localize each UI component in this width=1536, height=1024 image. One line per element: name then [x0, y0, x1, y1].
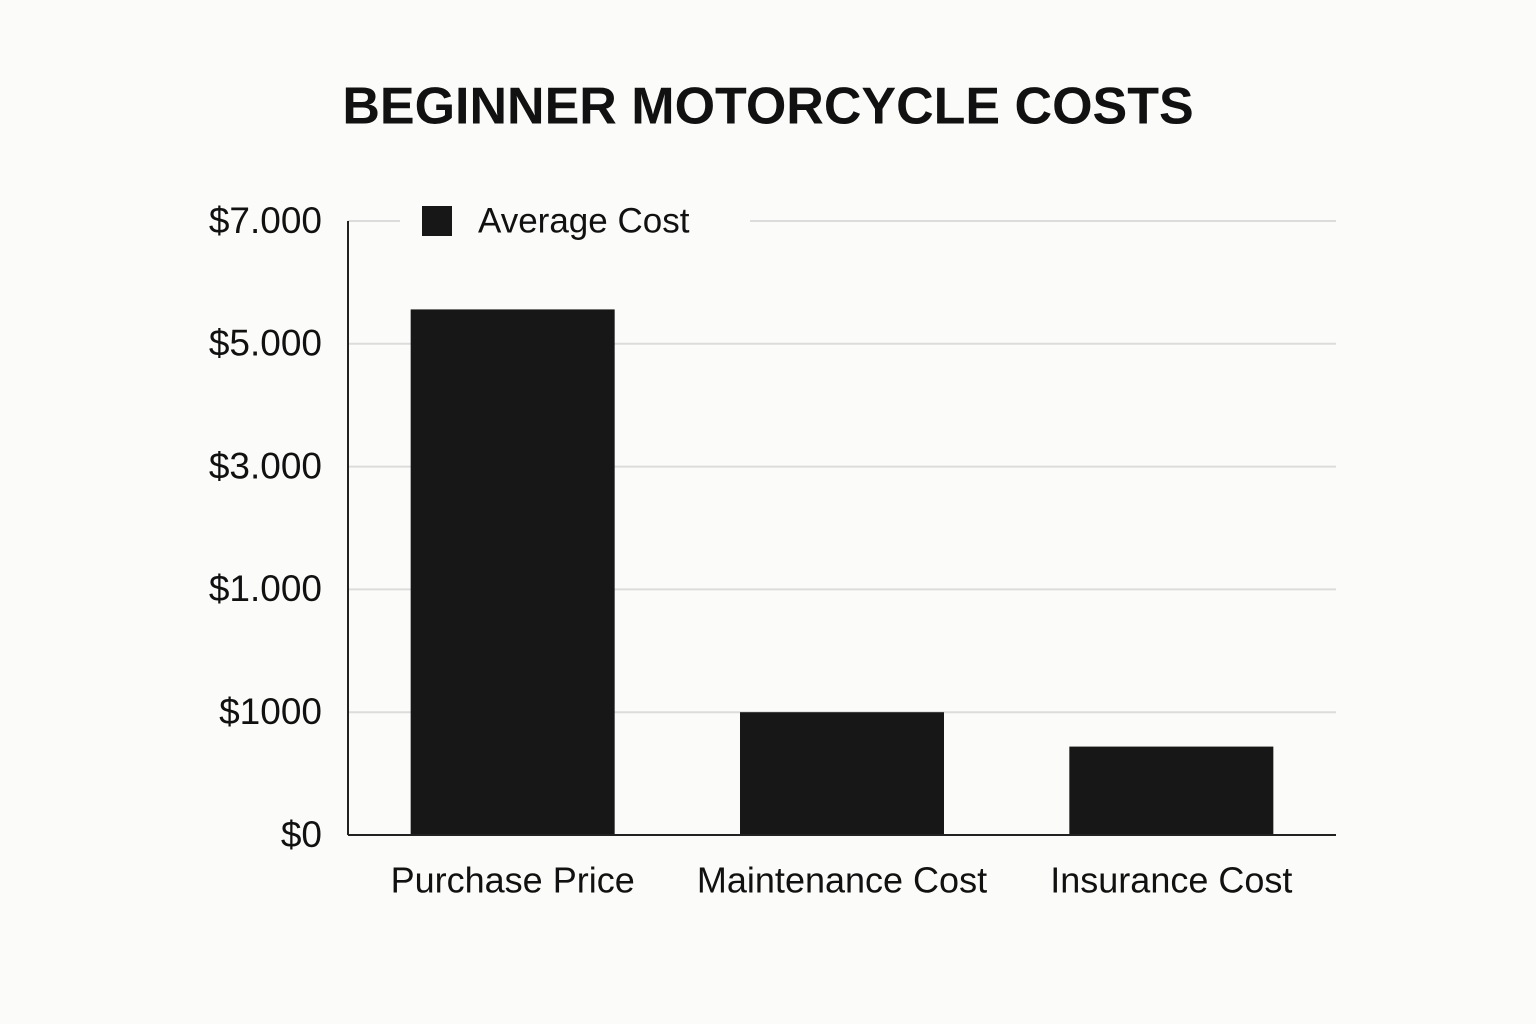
- y-tick-label: $5.000: [209, 323, 322, 364]
- x-tick-label: Purchase Price: [391, 860, 635, 901]
- y-tick-label: $1000: [219, 691, 322, 732]
- chart-title: BEGINNER MOTORCYCLE COSTS: [342, 78, 1193, 136]
- y-tick-label: $7.000: [209, 200, 322, 241]
- y-tick-label: $0: [281, 814, 322, 855]
- bar: [740, 712, 944, 835]
- legend-backdrop: [400, 200, 750, 244]
- legend-swatch: [422, 206, 452, 236]
- y-tick-label: $3.000: [209, 445, 322, 486]
- y-tick-label: $1.000: [209, 568, 322, 609]
- x-tick-label: Maintenance Cost: [697, 860, 987, 901]
- x-tick-label: Insurance Cost: [1050, 860, 1292, 901]
- bar: [1069, 746, 1274, 835]
- legend-label: Average Cost: [478, 201, 690, 240]
- bar: [410, 309, 615, 835]
